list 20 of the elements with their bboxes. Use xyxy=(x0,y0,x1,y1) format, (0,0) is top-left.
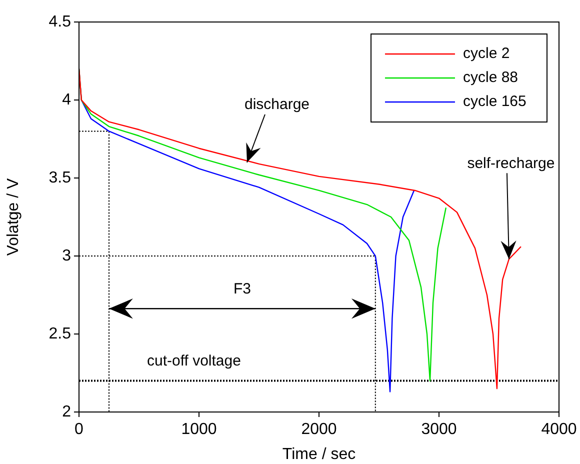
y-tick-label: 4.5 xyxy=(48,13,72,30)
y-tick-label: 3 xyxy=(62,247,72,264)
y-axis-title: Volatge / V xyxy=(5,178,22,256)
x-tick-label: 0 xyxy=(74,421,84,438)
x-axis-title: Time / sec xyxy=(282,446,356,463)
y-tick-label: 3.5 xyxy=(48,169,72,186)
x-tick-label: 1000 xyxy=(181,421,217,438)
legend-label: cycle 165 xyxy=(463,93,526,110)
annotation: F3 xyxy=(233,280,251,298)
x-tick-label: 3000 xyxy=(421,421,457,438)
legend-label: cycle 88 xyxy=(463,69,518,86)
y-tick-label: 2.5 xyxy=(48,325,72,342)
y-tick-label: 4 xyxy=(62,91,72,108)
x-tick-label: 4000 xyxy=(541,421,577,438)
y-tick-label: 2 xyxy=(62,403,72,420)
ref-line-label: cut-off voltage xyxy=(147,352,241,370)
x-tick-label: 2000 xyxy=(301,421,337,438)
annotation: discharge xyxy=(244,96,310,114)
annotation: self-recharge xyxy=(467,154,555,172)
legend-label: cycle 2 xyxy=(463,45,510,62)
